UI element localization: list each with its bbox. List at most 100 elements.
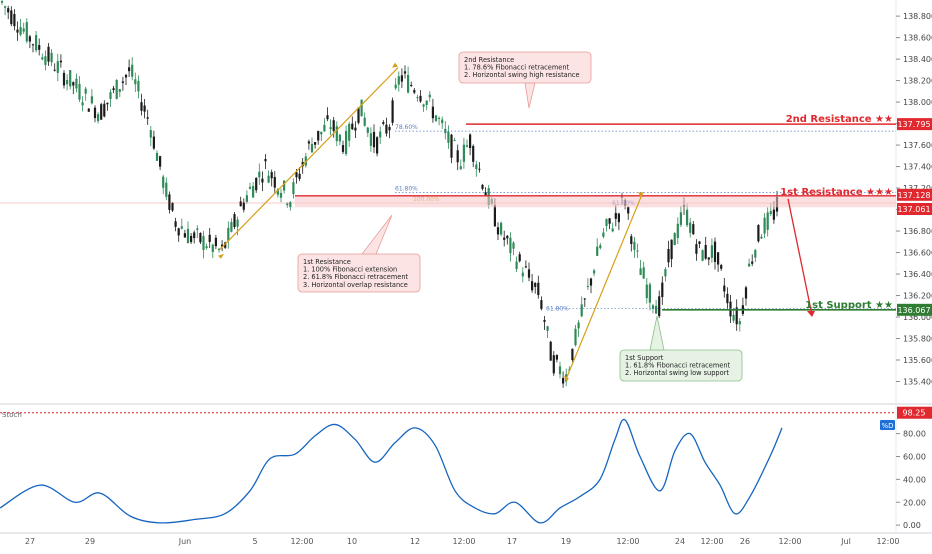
candle-body xyxy=(332,120,335,131)
candle-body xyxy=(586,286,589,288)
fib-arrowhead xyxy=(638,192,644,198)
indicator-label: Stoch xyxy=(2,411,22,419)
candle-body xyxy=(543,319,546,322)
callout-line: 2. 61.8% Fibonacci retracement xyxy=(303,273,408,281)
candle-body xyxy=(391,100,394,123)
candle-body xyxy=(28,36,31,42)
candle-body xyxy=(701,250,704,261)
candle-body xyxy=(103,103,106,117)
price-tick-label: 138.400 xyxy=(903,55,932,64)
price-tick-label: 137.200 xyxy=(903,184,932,193)
candle-body xyxy=(428,94,431,98)
candle-body xyxy=(335,126,338,142)
price-tick-label: 136.000 xyxy=(903,313,932,322)
candle-body xyxy=(19,27,22,35)
candle-body xyxy=(506,235,509,239)
fib-trendlines xyxy=(218,62,644,382)
candle-body xyxy=(366,127,369,133)
resistance1-label: 1st Resistance ★★★ xyxy=(780,187,893,198)
candle-body xyxy=(692,224,695,235)
time-tick-label: 5 xyxy=(252,537,257,546)
candle-body xyxy=(62,72,66,86)
candle-body xyxy=(397,76,400,85)
candle-body xyxy=(186,228,190,244)
candle-body xyxy=(140,102,143,111)
candle-body xyxy=(589,278,593,286)
candle-body xyxy=(310,144,314,153)
candle-body xyxy=(376,137,379,154)
price-tick-label: 136.200 xyxy=(903,292,932,301)
candle-body xyxy=(183,233,186,238)
candle-body xyxy=(407,74,410,93)
candle-body xyxy=(236,219,239,227)
callout-line: 1. 100% Fibonacci extension xyxy=(303,266,397,274)
candle-body xyxy=(13,13,16,27)
candle-body xyxy=(283,180,286,191)
candle-body xyxy=(574,328,577,346)
candle-body xyxy=(434,115,438,121)
candle-body xyxy=(360,99,363,117)
fib-arrowhead xyxy=(564,375,569,382)
candle-body xyxy=(577,322,580,329)
candle-body xyxy=(75,78,78,89)
candle-body xyxy=(248,186,252,189)
time-tick-label: 12:00 xyxy=(616,537,639,546)
candle-body xyxy=(469,134,472,149)
callout-box xyxy=(619,349,743,382)
candle-body xyxy=(531,281,534,291)
candle-body xyxy=(664,269,667,277)
candle-body xyxy=(385,124,388,134)
candle-body xyxy=(177,228,180,236)
candle-body xyxy=(518,254,521,262)
candle-body xyxy=(496,227,500,235)
candle-body xyxy=(549,341,552,361)
candle-body xyxy=(695,244,698,254)
candle-body xyxy=(128,67,131,72)
candle-body xyxy=(44,56,47,65)
candle-body xyxy=(410,84,413,86)
candle-body xyxy=(605,219,608,227)
candle-body xyxy=(193,232,196,239)
callout-line: 3. Horizontal overlap resistance xyxy=(303,281,408,289)
candle-body xyxy=(267,175,270,183)
candle-body xyxy=(462,144,465,162)
price-tick-label: 136.800 xyxy=(903,227,932,236)
candle-body xyxy=(413,90,416,93)
candle-body xyxy=(208,234,211,242)
candle-body xyxy=(509,237,512,254)
candle-body xyxy=(245,195,248,202)
candle-body xyxy=(131,64,134,77)
candle-body xyxy=(317,130,320,141)
candle-body xyxy=(289,202,292,208)
candle-body xyxy=(279,192,283,198)
candle-body xyxy=(676,223,679,238)
candle-body xyxy=(769,211,772,214)
candle-body xyxy=(227,227,230,241)
candle-body xyxy=(286,203,289,206)
candle-body xyxy=(162,176,165,188)
price-badge-text: 137.128 xyxy=(897,191,930,200)
candle-body xyxy=(438,117,441,119)
candle-body xyxy=(562,378,565,384)
candle-body xyxy=(87,108,90,112)
candle-body xyxy=(503,237,506,240)
candle-body xyxy=(100,104,103,120)
candle-body xyxy=(16,29,19,33)
candle-body xyxy=(112,88,115,91)
osc-tick-label: 40.00 xyxy=(903,475,926,484)
candle-body xyxy=(56,61,59,73)
candle-body xyxy=(7,8,10,13)
candle-body xyxy=(180,226,183,229)
candle-body xyxy=(41,57,44,60)
candle-body xyxy=(704,244,707,259)
candle-body xyxy=(217,249,221,251)
candle-body xyxy=(419,95,422,102)
candle-body xyxy=(558,366,562,375)
fib-arrowhead xyxy=(392,62,398,68)
time-tick-label: 29 xyxy=(85,537,95,546)
candle-body xyxy=(224,242,227,248)
callout-line: 1. 61.8% Fibonacci retracement xyxy=(625,362,730,370)
candle-body xyxy=(109,92,112,99)
